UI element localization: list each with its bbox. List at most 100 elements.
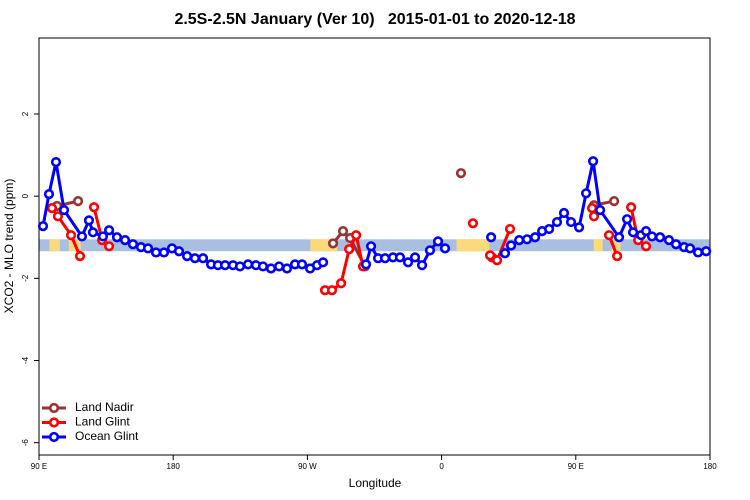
data-point xyxy=(627,227,639,238)
land-segment xyxy=(456,239,490,252)
legend-label: Ocean Glint xyxy=(75,429,139,443)
data-point xyxy=(326,285,338,296)
land-segment xyxy=(611,239,621,252)
data-point xyxy=(197,253,209,264)
data-point xyxy=(111,232,123,243)
data-point xyxy=(416,260,428,271)
data-point xyxy=(379,253,391,264)
data-point xyxy=(365,241,377,252)
data-point xyxy=(640,241,652,252)
y-tick-label: -6 xyxy=(21,439,30,447)
legend-marker xyxy=(48,402,60,414)
data-point xyxy=(409,252,421,263)
data-point xyxy=(565,216,577,228)
data-point xyxy=(242,259,254,270)
y-tick-label: 2 xyxy=(21,111,30,116)
data-point xyxy=(670,239,682,250)
land-segment xyxy=(49,239,60,252)
x-tick-label: 0 xyxy=(439,462,444,471)
data-point xyxy=(491,255,503,266)
series-line xyxy=(56,199,615,268)
data-point xyxy=(467,218,479,229)
data-point xyxy=(504,223,516,235)
data-point xyxy=(43,189,55,200)
data-point xyxy=(46,202,58,214)
data-point xyxy=(234,261,246,272)
legend-marker xyxy=(48,417,60,428)
x-tick-label: 180 xyxy=(167,462,181,471)
data-point xyxy=(37,221,49,232)
y-axis-label: XCO2 - MLO trend (ppm) xyxy=(2,179,16,314)
data-point xyxy=(281,263,293,274)
plot-frame xyxy=(38,37,711,456)
y-tick-label: 0 xyxy=(21,193,30,198)
data-point xyxy=(551,216,563,228)
data-point xyxy=(424,245,436,256)
data-point xyxy=(640,225,652,237)
data-point xyxy=(654,232,666,243)
chart-title: 2.5S-2.5N January (Ver 10) 2015-01-01 to… xyxy=(174,11,575,28)
data-point xyxy=(455,168,467,179)
data-point xyxy=(486,232,497,243)
series-line xyxy=(41,159,707,270)
data-point xyxy=(58,205,70,216)
data-point xyxy=(257,261,269,272)
data-point xyxy=(612,251,623,262)
data-point xyxy=(646,231,658,242)
data-point xyxy=(663,235,675,246)
data-point xyxy=(103,225,115,236)
data-point xyxy=(439,243,451,254)
data-point xyxy=(88,202,100,213)
data-point xyxy=(521,234,533,245)
data-point xyxy=(684,243,696,254)
data-point xyxy=(558,207,570,219)
data-point xyxy=(87,227,99,238)
data-point xyxy=(103,241,115,252)
data-point xyxy=(335,278,347,289)
data-point xyxy=(484,250,496,261)
data-point xyxy=(265,263,277,274)
data-point xyxy=(573,222,585,233)
data-point xyxy=(514,235,525,246)
data-point xyxy=(65,230,77,241)
data-point xyxy=(402,257,414,268)
data-point xyxy=(692,247,704,258)
y-tick-label: -2 xyxy=(21,274,30,282)
land-segment xyxy=(593,239,603,252)
data-point xyxy=(273,261,285,272)
data-point xyxy=(317,257,329,268)
data-point xyxy=(127,239,139,250)
data-point xyxy=(360,259,372,270)
data-point xyxy=(296,259,308,270)
data-point xyxy=(83,215,95,226)
data-point xyxy=(505,240,517,251)
data-point xyxy=(150,247,162,258)
data-point xyxy=(587,156,599,167)
data-point xyxy=(173,246,185,257)
y-tick-label: -4 xyxy=(21,356,30,364)
data-point xyxy=(219,260,231,271)
data-point xyxy=(529,232,541,243)
data-point xyxy=(394,252,406,263)
data-point xyxy=(76,231,88,242)
data-point xyxy=(701,246,712,257)
data-point xyxy=(609,196,620,207)
data-point xyxy=(344,244,355,255)
data-point xyxy=(142,243,154,254)
data-point xyxy=(119,235,131,246)
x-axis-label: Longitude xyxy=(349,476,402,490)
data-point xyxy=(97,231,109,242)
data-point xyxy=(626,202,637,213)
data-point xyxy=(588,211,600,222)
data-point xyxy=(327,238,339,249)
x-tick-label: 90 E xyxy=(568,462,584,471)
data-point xyxy=(351,230,362,241)
land-segment xyxy=(310,239,338,252)
data-point xyxy=(621,214,633,225)
legend-marker xyxy=(48,431,60,443)
data-point xyxy=(74,251,86,262)
data-point xyxy=(432,236,444,247)
x-tick-label: 90 E xyxy=(31,462,47,471)
data-point xyxy=(595,205,606,216)
